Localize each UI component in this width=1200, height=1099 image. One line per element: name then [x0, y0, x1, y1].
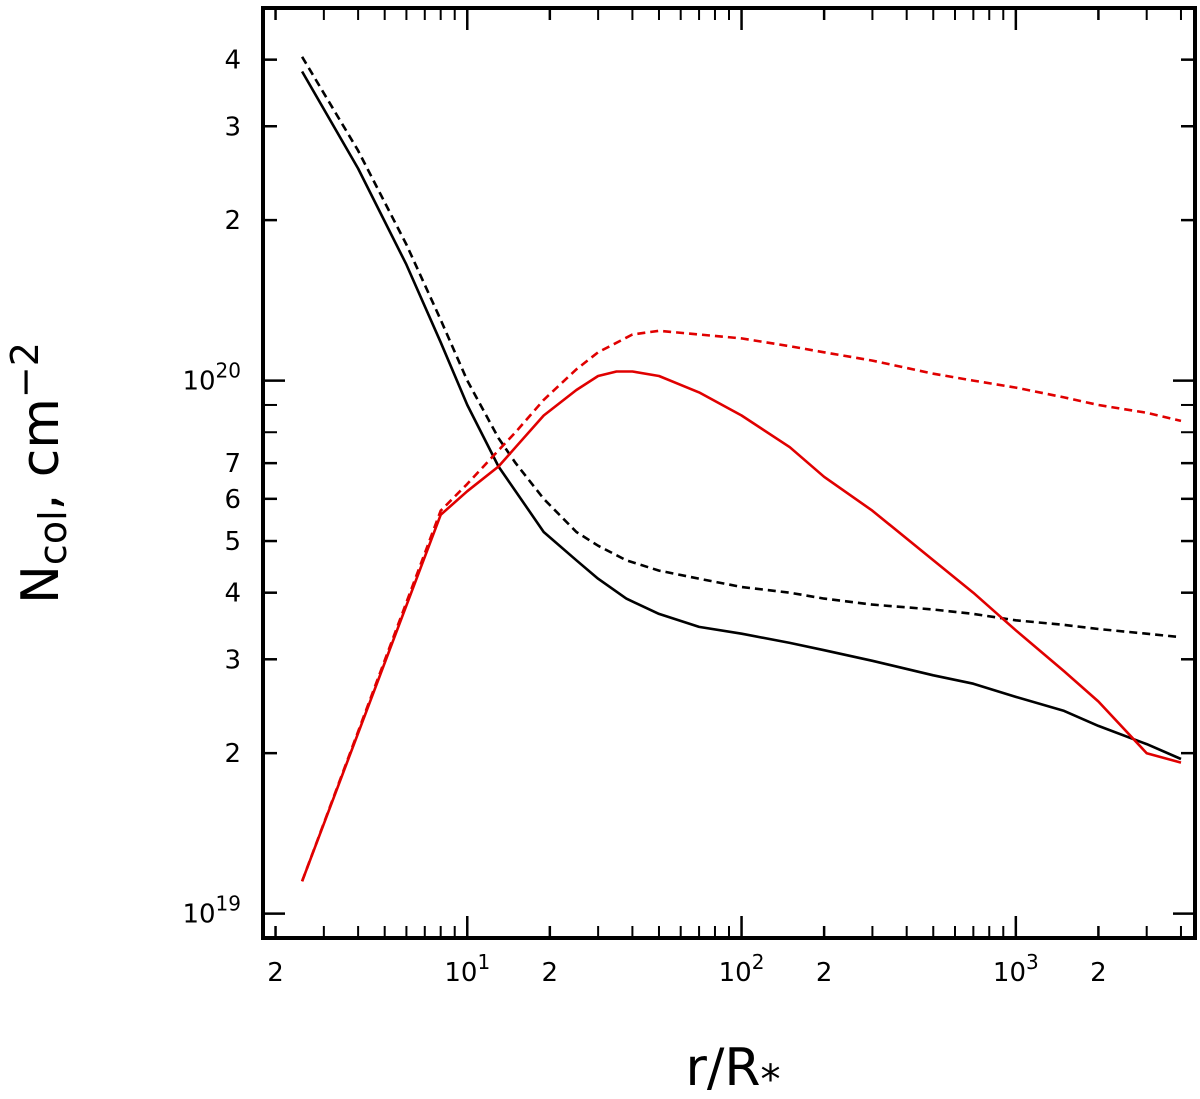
y-axis-title: Ncol, cm−2: [3, 342, 75, 604]
series-layer: [300, 56, 1182, 882]
y-tick-label: 7: [224, 449, 241, 479]
y-tick-label: 1020: [182, 359, 241, 397]
x-tick-label: 103: [993, 950, 1039, 988]
x-tick-label: 2: [816, 958, 833, 988]
plot-frame: [261, 6, 1197, 940]
x-tick-label: 2: [267, 958, 284, 988]
y-tick-label: 4: [224, 46, 241, 76]
y-axis-ticks: 1019 2 3 4 5 6 7 1020 2 3 4: [182, 46, 1195, 930]
series-line-red-dashed: [300, 329, 1182, 882]
x-axis-title: r/R*: [685, 1038, 780, 1099]
y-tick-label: 5: [224, 527, 241, 557]
series-line-red-solid: [300, 370, 1182, 882]
x-tick-label: 102: [719, 950, 765, 988]
y-tick-label: 3: [224, 112, 241, 142]
y-tick-label: 4: [224, 579, 241, 609]
y-tick-label: 2: [224, 206, 241, 236]
x-axis-ticks: 2 101 2 102 2 103 2: [267, 8, 1182, 988]
y-tick-label: 2: [224, 739, 241, 769]
y-tick-label: 6: [224, 485, 241, 515]
x-tick-label: 2: [542, 958, 559, 988]
plot-area-border: [261, 6, 1197, 940]
series-line-black-dashed: [300, 56, 1182, 639]
x-tick-label: 101: [444, 950, 490, 988]
y-tick-label: 1019: [182, 892, 241, 930]
y-tick-label: 3: [224, 645, 241, 675]
x-tick-label: 2: [1090, 958, 1107, 988]
series-line-black-solid: [300, 70, 1182, 761]
